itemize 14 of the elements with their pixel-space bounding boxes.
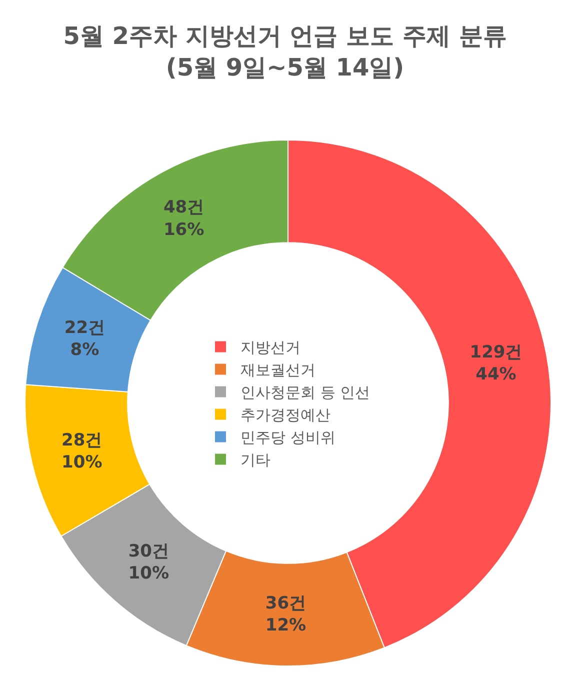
chart-title: 5월 2주차 지방선거 언급 보도 주제 분류 xyxy=(63,22,507,50)
legend-label: 추가경정예산 xyxy=(240,406,330,424)
legend-label: 민주당 성비위 xyxy=(240,428,336,447)
data-label: 48건 16% xyxy=(163,198,204,240)
legend-label: 지방선거 xyxy=(240,338,300,357)
legend-label: 기타 xyxy=(240,451,270,470)
data-label: 129건 44% xyxy=(470,342,522,385)
data-label: 28건 10% xyxy=(62,430,102,472)
data-label: 22건 8% xyxy=(64,318,106,360)
chart-subtitle: (5월 9일~5월 14일) xyxy=(166,53,404,82)
legend-label: 인사청문회 등 인선 xyxy=(240,384,370,402)
data-label: 36건 12% xyxy=(265,594,306,636)
data-label: 30건 10% xyxy=(128,541,170,584)
legend-label: 재보궐선거 xyxy=(240,361,316,380)
